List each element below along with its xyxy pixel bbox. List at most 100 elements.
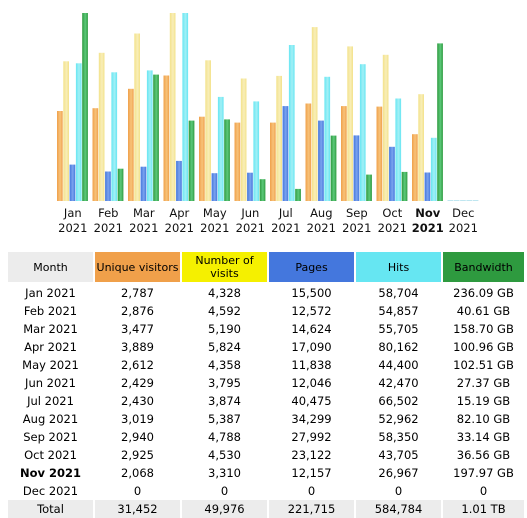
header-hits: Hits <box>356 252 441 284</box>
bar-unique-visitors <box>305 103 312 201</box>
tick-month: Aug <box>310 206 333 220</box>
cell-unique-visitors: 2,612 <box>121 358 154 372</box>
x-axis-tick-label: Jan 2021 <box>55 206 91 236</box>
cell-pages: 40,475 <box>291 394 332 408</box>
bar-hits <box>395 98 402 201</box>
tick-year: 2021 <box>200 221 230 235</box>
cell-hits: 54,857 <box>378 304 419 318</box>
tick-month: Sep <box>345 206 368 220</box>
bar-hits <box>75 63 82 201</box>
bar-number-of-visits <box>453 200 460 201</box>
x-axis-tick-label: Sep 2021 <box>339 206 375 236</box>
bar-number-of-visits <box>418 94 424 201</box>
monthly-history-chart: Jan 2021 Feb 2021 Mar 2021 Apr 2021 May 2021 Jun 20… <box>0 0 527 245</box>
cell-number-of-visits: 4,328 <box>208 286 241 300</box>
total-cell-month: Total <box>8 500 93 518</box>
cell-pages: 12,157 <box>291 466 332 480</box>
table-row: Jul 2021 2,430 3,874 40,475 66,502 15.19 GB <box>8 392 524 410</box>
cell-unique-visitors: 2,787 <box>121 286 154 300</box>
bar-hits <box>466 200 473 201</box>
table-row: Sep 2021 2,940 4,788 27,992 58,350 33.14 GB <box>8 428 524 446</box>
cell-bandwidth: 236.09 GB <box>453 286 514 300</box>
tick-year: 2021 <box>164 221 194 235</box>
table-row: Jun 2021 2,429 3,795 12,046 42,470 27.37 GB <box>8 374 524 392</box>
cell-month: Feb 2021 <box>23 304 78 318</box>
cell-pages: 34,299 <box>291 412 332 426</box>
cell-number-of-visits: 5,824 <box>208 340 241 354</box>
cell-bandwidth: 27.37 GB <box>456 376 511 390</box>
cell-unique-visitors: 2,925 <box>121 448 154 462</box>
bar-pages <box>282 106 289 201</box>
header-pages: Pages <box>269 252 354 284</box>
bar-unique-visitors <box>234 122 241 201</box>
tick-year: 2021 <box>306 221 336 235</box>
bar-bandwidth <box>153 74 159 201</box>
cell-hits: 58,704 <box>378 286 419 300</box>
cell-pages: 12,572 <box>291 304 332 318</box>
table-row: Nov 2021 2,068 3,310 12,157 26,967 197.97 GB <box>8 464 524 482</box>
table-row: May 2021 2,612 4,358 11,838 44,400 102.51 GB <box>8 356 524 374</box>
header-unique-visitors: Unique visitors <box>95 252 180 284</box>
cell-unique-visitors: 2,940 <box>121 430 154 444</box>
total-cell-unique-visitors: 31,452 <box>95 500 180 518</box>
bar-pages <box>318 120 324 201</box>
header-month: Month <box>8 252 93 284</box>
bar-number-of-visits <box>63 61 69 201</box>
monthly-stats-table: Month Unique visitors Number of visits P… <box>6 252 526 518</box>
cell-hits: 0 <box>394 484 403 498</box>
table-header-row: Month Unique visitors Number of visits P… <box>8 252 524 284</box>
bar-pages <box>105 171 111 201</box>
bar-hits <box>182 13 189 201</box>
tick-year: 2021 <box>58 221 88 235</box>
bar-bandwidth <box>188 120 195 201</box>
table-row: Aug 2021 3,019 5,387 34,299 52,962 82.10 GB <box>8 410 524 428</box>
cell-bandwidth: 158.70 GB <box>453 322 514 336</box>
bar-hits <box>324 76 331 201</box>
bar-bandwidth <box>117 168 124 201</box>
bar-bandwidth <box>330 135 337 201</box>
cell-month: May 2021 <box>22 358 79 372</box>
cell-hits: 26,967 <box>378 466 419 480</box>
x-axis-tick-label: Aug 2021 <box>303 206 339 236</box>
bar-pages <box>353 135 360 201</box>
cell-pages: 0 <box>307 484 316 498</box>
tick-month: Nov <box>415 206 441 220</box>
cell-month: Oct 2021 <box>24 448 77 462</box>
cell-month: Nov 2021 <box>19 466 82 480</box>
tick-month: Feb <box>98 206 119 220</box>
cell-month: Jan 2021 <box>25 286 76 300</box>
x-axis-tick-label: Oct 2021 <box>374 206 410 236</box>
bar-pages <box>176 160 182 201</box>
cell-bandwidth: 36.56 GB <box>456 448 511 462</box>
bar-unique-visitors <box>128 88 134 201</box>
cell-month: Dec 2021 <box>22 484 79 498</box>
cell-hits: 42,470 <box>378 376 419 390</box>
cell-hits: 66,502 <box>378 394 419 408</box>
bar-bandwidth <box>437 43 443 202</box>
cell-number-of-visits: 5,190 <box>208 322 241 336</box>
cell-pages: 27,992 <box>291 430 332 444</box>
cell-number-of-visits: 4,358 <box>208 358 241 372</box>
tick-year: 2021 <box>448 221 478 235</box>
x-axis-tick-label: Jun 2021 <box>232 206 268 236</box>
tick-month: Apr <box>169 206 190 220</box>
cell-bandwidth: 197.97 GB <box>453 466 514 480</box>
bar-bandwidth <box>82 13 88 201</box>
cell-bandwidth: 40.61 GB <box>456 304 511 318</box>
cell-pages: 12,046 <box>291 376 332 390</box>
table-row: Jan 2021 2,787 4,328 15,500 58,704 236.09 GB <box>8 284 524 302</box>
cell-hits: 44,400 <box>378 358 419 372</box>
cell-number-of-visits: 4,530 <box>208 448 241 462</box>
tick-month: Dec <box>452 206 475 220</box>
cell-number-of-visits: 0 <box>220 484 229 498</box>
tick-month: Jul <box>278 206 293 220</box>
cell-hits: 43,705 <box>378 448 419 462</box>
bar-bandwidth <box>366 174 372 201</box>
bar-bandwidth <box>472 200 479 201</box>
tick-month: May <box>202 206 227 220</box>
bar-unique-visitors <box>57 111 63 201</box>
bar-hits <box>359 64 366 201</box>
cell-unique-visitors: 3,477 <box>121 322 154 336</box>
x-axis-tick-label: May 2021 <box>197 206 233 236</box>
tick-year: 2021 <box>235 221 265 235</box>
